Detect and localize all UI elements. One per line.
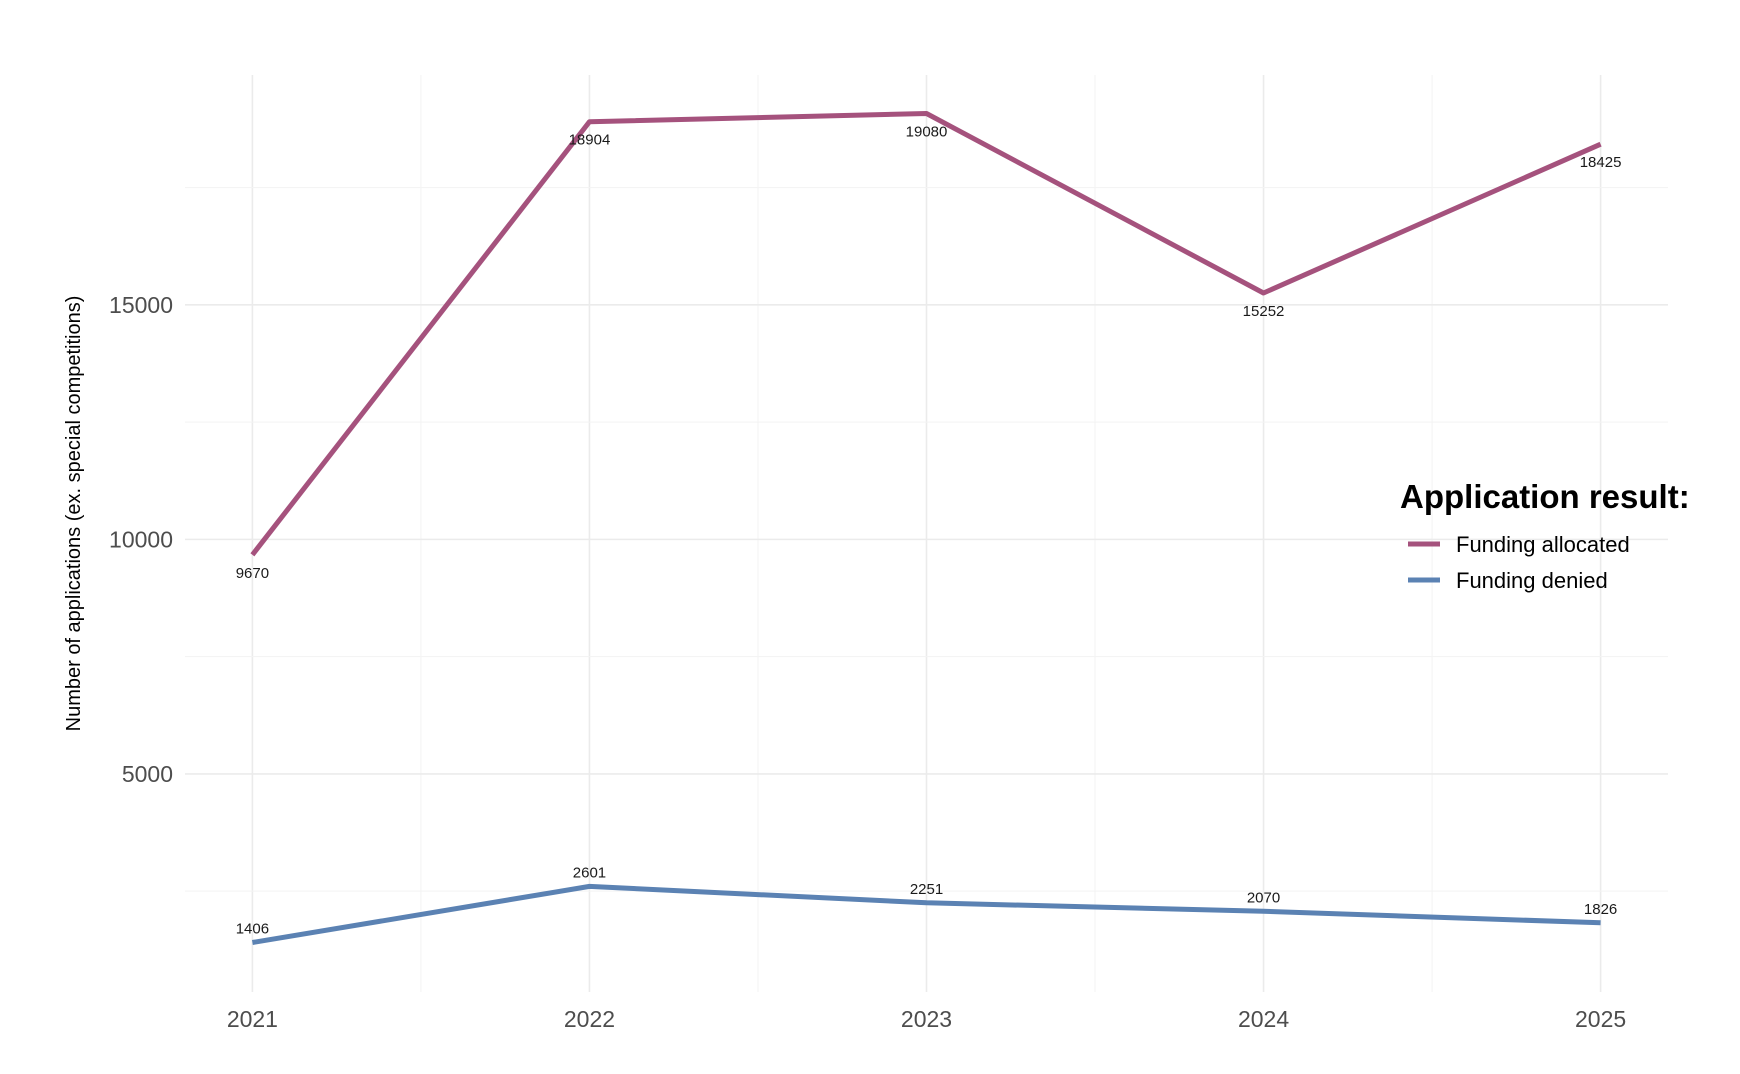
x-tick-label: 2022 bbox=[564, 1006, 615, 1032]
data-label: 2251 bbox=[910, 881, 943, 898]
data-label: 15252 bbox=[1243, 303, 1285, 320]
data-label: 18425 bbox=[1580, 154, 1622, 171]
series-lines bbox=[250, 111, 1602, 945]
axes: Number of applications (ex. special comp… bbox=[63, 292, 1626, 1032]
grid-lines bbox=[185, 75, 1668, 992]
data-label: 19080 bbox=[906, 123, 948, 140]
legend-label: Funding denied bbox=[1456, 568, 1608, 593]
data-label: 1826 bbox=[1584, 901, 1617, 918]
series-line-0 bbox=[250, 111, 1602, 557]
x-tick-label: 2025 bbox=[1575, 1006, 1626, 1032]
legend: Application result: Funding allocated Fun… bbox=[1400, 478, 1690, 593]
y-tick-label: 5000 bbox=[122, 761, 173, 787]
series-line-1 bbox=[251, 883, 1601, 945]
x-tick-label: 2024 bbox=[1238, 1006, 1289, 1032]
legend-title: Application result: bbox=[1400, 478, 1690, 515]
y-tick-label: 15000 bbox=[109, 292, 173, 318]
y-tick-label: 10000 bbox=[109, 526, 173, 552]
data-label: 18904 bbox=[569, 132, 611, 149]
x-tick-label: 2021 bbox=[227, 1006, 278, 1032]
legend-label: Funding allocated bbox=[1456, 532, 1630, 557]
x-tick-label: 2023 bbox=[901, 1006, 952, 1032]
data-label: 2601 bbox=[573, 864, 606, 881]
data-label: 2070 bbox=[1247, 889, 1280, 906]
data-label: 9670 bbox=[236, 565, 269, 582]
data-labels: 9670 18904 19080 15252 18425 1406 2601 2251 2070… bbox=[236, 123, 1622, 937]
y-axis-title: Number of applications (ex. special comp… bbox=[63, 296, 85, 732]
data-label: 1406 bbox=[236, 920, 269, 937]
